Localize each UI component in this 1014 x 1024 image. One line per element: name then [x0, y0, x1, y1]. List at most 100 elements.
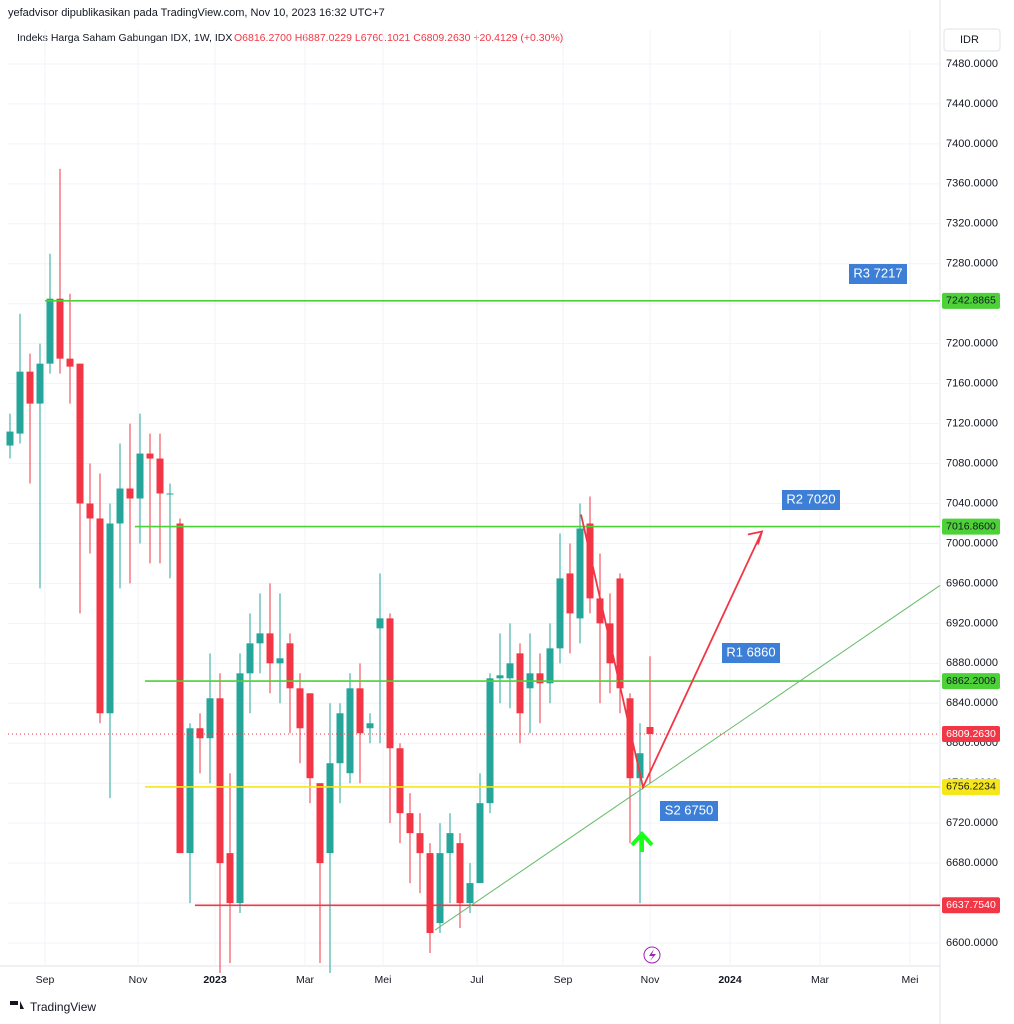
- candle-body: [306, 693, 314, 779]
- candle-body: [16, 371, 24, 434]
- candle-body: [116, 488, 124, 524]
- event-bolt: [649, 949, 656, 961]
- price-label-bg: [942, 725, 1000, 742]
- candle-body: [466, 883, 474, 904]
- candle-body: [486, 678, 494, 804]
- price-label-bg: [942, 778, 1000, 795]
- candle-body: [166, 493, 174, 495]
- candle-body: [436, 853, 444, 924]
- currency: IDR: [960, 34, 979, 46]
- candle-body: [416, 833, 424, 854]
- candle-body: [136, 453, 144, 499]
- candle-body: [286, 643, 294, 689]
- symbol: Indeks Harga Saham Gabungan IDX, 1W, IDX: [17, 32, 232, 44]
- currency-box[interactable]: [943, 28, 1001, 52]
- candle-body: [346, 688, 354, 774]
- candle-body: [206, 698, 214, 739]
- candle-body: [626, 698, 634, 779]
- candle-body: [196, 728, 204, 739]
- annotation: S2 6750: [665, 802, 713, 817]
- candle-body: [296, 688, 304, 729]
- price-label: 7016.8600: [946, 520, 996, 532]
- y-tick-label: 6960.0000: [946, 577, 998, 589]
- candle-body: [496, 675, 504, 679]
- price-label: 7242.8865: [946, 295, 996, 307]
- candle-body: [156, 458, 164, 494]
- candle-body: [586, 523, 594, 599]
- candle-body: [556, 578, 564, 649]
- y-tick-label: 7280.0000: [946, 258, 998, 270]
- candle-body: [176, 523, 184, 854]
- y-tick-label: 7000.0000: [946, 537, 998, 549]
- x-tick-label: Sep: [36, 974, 55, 986]
- x-tick-label: 2024: [718, 974, 742, 986]
- annotation-bg: [660, 801, 718, 821]
- y-tick-label: 6720.0000: [946, 817, 998, 829]
- annotation-bg: [849, 264, 907, 284]
- brand: TradingView: [30, 1000, 96, 1014]
- overlay: 7242.8865 7016.8600 6862.2009 6809.2630 6756…: [8, 264, 1000, 931]
- candle-body: [336, 713, 344, 764]
- annotation: R2 7020: [786, 491, 835, 506]
- x-tick-label: Sep: [554, 974, 573, 986]
- ohlc: O6816.2700 H6887.0229 L6760.1021 C6809.2…: [234, 32, 563, 44]
- x-tick-label: Mar: [811, 974, 830, 986]
- price-label: 6809.2630: [946, 728, 996, 740]
- y-tick-label: 7040.0000: [946, 497, 998, 509]
- candle-body: [106, 523, 114, 714]
- candle-body: [396, 748, 404, 814]
- candle-body: [576, 528, 584, 619]
- candle-body: [646, 726, 654, 734]
- arrow-head: [747, 530, 764, 545]
- price-label: 6637.7540: [946, 899, 996, 911]
- y-tick-label: 7120.0000: [946, 417, 998, 429]
- x-tick-label: Mei: [902, 974, 919, 986]
- candle-body: [236, 673, 244, 904]
- candle-body: [376, 618, 384, 629]
- candle-body: [26, 371, 34, 404]
- price-label-bg: [942, 897, 1000, 914]
- drawn-line: [580, 514, 763, 790]
- candle-body: [356, 688, 364, 734]
- y-tick-label: 6880.0000: [946, 657, 998, 669]
- y-tick-label: 7320.0000: [946, 218, 998, 230]
- candle-body: [426, 853, 434, 934]
- candle-body: [246, 643, 254, 674]
- x-tick-label: Jul: [470, 974, 483, 986]
- candle-body: [6, 431, 14, 446]
- price-label-bg: [942, 518, 1000, 535]
- candle-body: [566, 573, 574, 614]
- candle-body: [146, 453, 154, 459]
- candle-body: [516, 653, 524, 714]
- annotation: R1 6860: [726, 644, 775, 659]
- y-tick-label: 7400.0000: [946, 138, 998, 150]
- candle-body: [216, 698, 224, 864]
- x-tick-label: Mei: [375, 974, 392, 986]
- y-tick-label: 7360.0000: [946, 178, 998, 190]
- candle-body: [276, 658, 284, 664]
- y-tick-label: 6680.0000: [946, 857, 998, 869]
- candle-body: [506, 663, 514, 679]
- price-label: 6862.2009: [946, 675, 996, 687]
- publisher: yefadvisor dipublikasikan pada TradingVi…: [8, 7, 385, 19]
- candle-body: [266, 633, 274, 664]
- x-tick-label: Mar: [296, 974, 315, 986]
- candle-body: [36, 363, 44, 404]
- drawn-line: [434, 584, 941, 931]
- candle-body: [406, 813, 414, 834]
- y-tick-label: 6600.0000: [946, 937, 998, 949]
- y-tick-label: 6840.0000: [946, 697, 998, 709]
- candle-body: [96, 518, 104, 714]
- candle-body: [456, 843, 464, 904]
- event-icon[interactable]: [643, 946, 661, 964]
- x-tick-label: Nov: [129, 974, 148, 986]
- candle-body: [616, 578, 624, 689]
- price-label-bg: [942, 292, 1000, 309]
- y-tick-label: 6920.0000: [946, 617, 998, 629]
- candle-body: [636, 753, 644, 779]
- candle-body: [386, 618, 394, 749]
- grid: 6600.00006640.00006680.00006720.00006760…: [8, 30, 998, 986]
